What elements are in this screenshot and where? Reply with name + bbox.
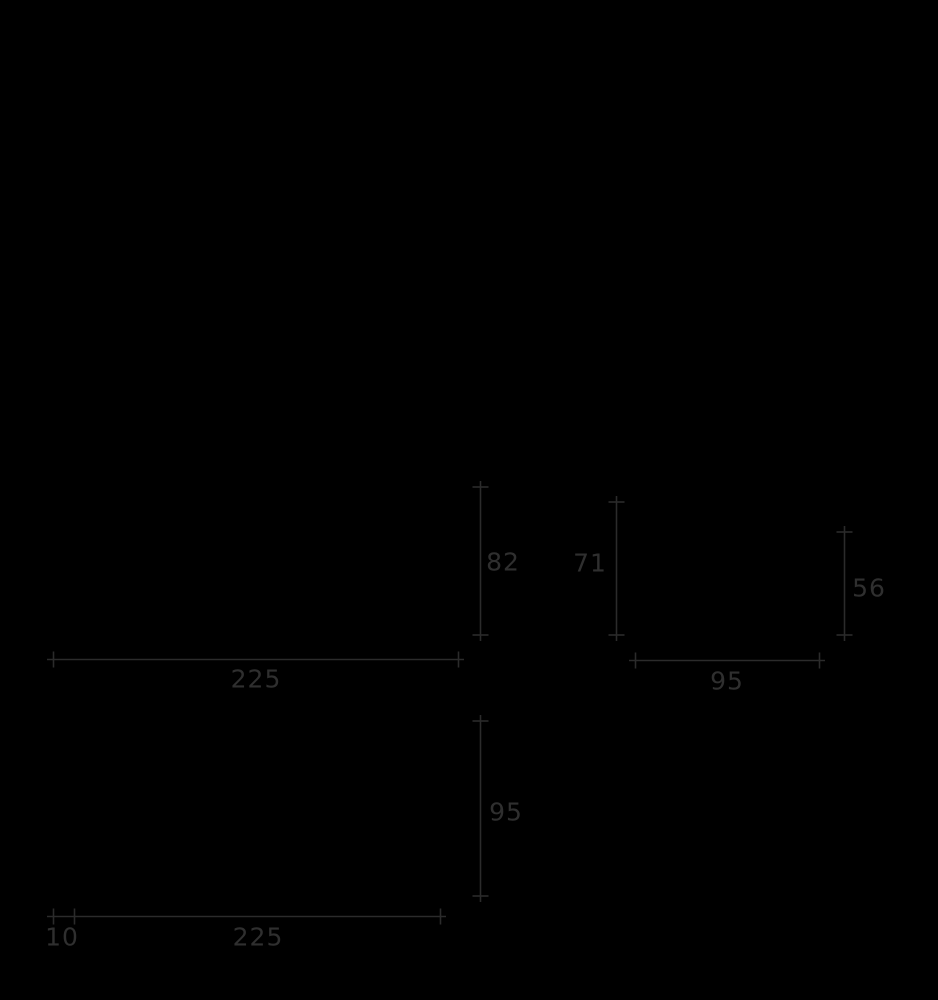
front-width-dimension	[47, 651, 464, 668]
top-width-label: 225	[232, 922, 284, 952]
side-depth-dimension	[629, 652, 825, 669]
back-height-dimension	[608, 496, 625, 641]
top-depth-label: 95	[489, 797, 523, 827]
top-depth-dimension	[472, 715, 489, 902]
top-inset-label: 10	[45, 922, 79, 952]
front-width-label: 225	[230, 664, 282, 694]
front-height-dimension	[472, 481, 489, 641]
side-depth-label: 95	[710, 666, 744, 696]
front-height-label: 82	[486, 547, 520, 577]
arm-height-label: 56	[852, 573, 886, 603]
top-width-dimension	[47, 908, 446, 925]
arm-height-dimension	[836, 526, 853, 641]
back-height-label: 71	[573, 548, 607, 578]
